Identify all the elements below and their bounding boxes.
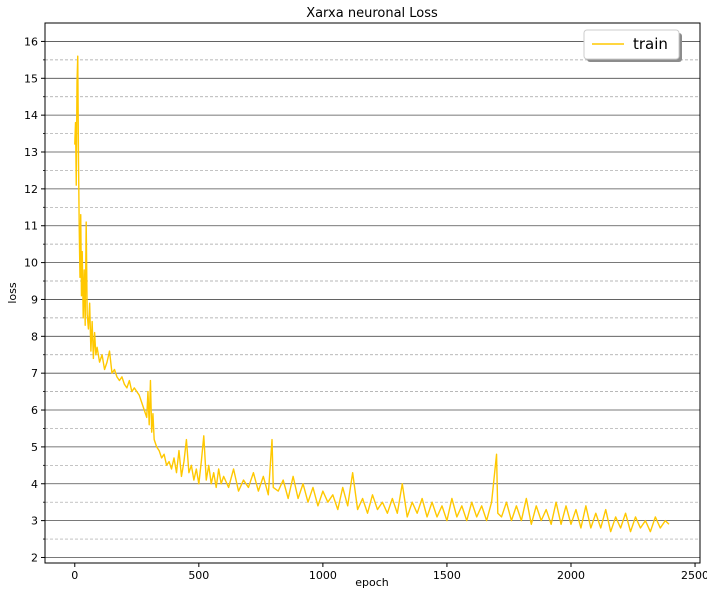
legend-label-train: train <box>633 35 668 53</box>
series-line-train <box>74 55 670 533</box>
y-tick-label: 4 <box>31 478 38 491</box>
plot-frame <box>44 22 701 564</box>
y-tick-label: 14 <box>24 109 38 122</box>
x-tick-label: 1500 <box>433 569 461 582</box>
y-tick-label: 16 <box>24 35 38 48</box>
y-tick-label: 9 <box>31 293 38 306</box>
x-tick-label: 500 <box>188 569 209 582</box>
x-tick-label: 2500 <box>681 569 707 582</box>
y-tick-label: 5 <box>31 441 38 454</box>
series-layer <box>74 55 670 533</box>
tick-marks <box>41 40 696 567</box>
y-tick-label: 8 <box>31 330 38 343</box>
y-tick-label: 6 <box>31 404 38 417</box>
x-axis-label: epoch <box>355 576 389 589</box>
y-axis-label: loss <box>6 282 19 304</box>
legend: train <box>583 29 682 62</box>
y-tick-label: 2 <box>31 551 38 564</box>
x-tick-label: 1000 <box>309 569 337 582</box>
y-tick-label: 7 <box>31 367 38 380</box>
legend-box <box>583 29 680 60</box>
y-tick-label: 12 <box>24 183 38 196</box>
y-tick-label: 15 <box>24 72 38 85</box>
y-tick-label: 13 <box>24 146 38 159</box>
y-tick-label: 10 <box>24 257 38 270</box>
x-tick-label: 0 <box>71 569 78 582</box>
grid-lines <box>45 41 700 558</box>
x-tick-label: 2000 <box>557 569 585 582</box>
y-tick-label: 11 <box>24 220 38 233</box>
y-tick-label: 3 <box>31 515 38 528</box>
chart-title: Xarxa neuronal Loss <box>306 6 438 21</box>
